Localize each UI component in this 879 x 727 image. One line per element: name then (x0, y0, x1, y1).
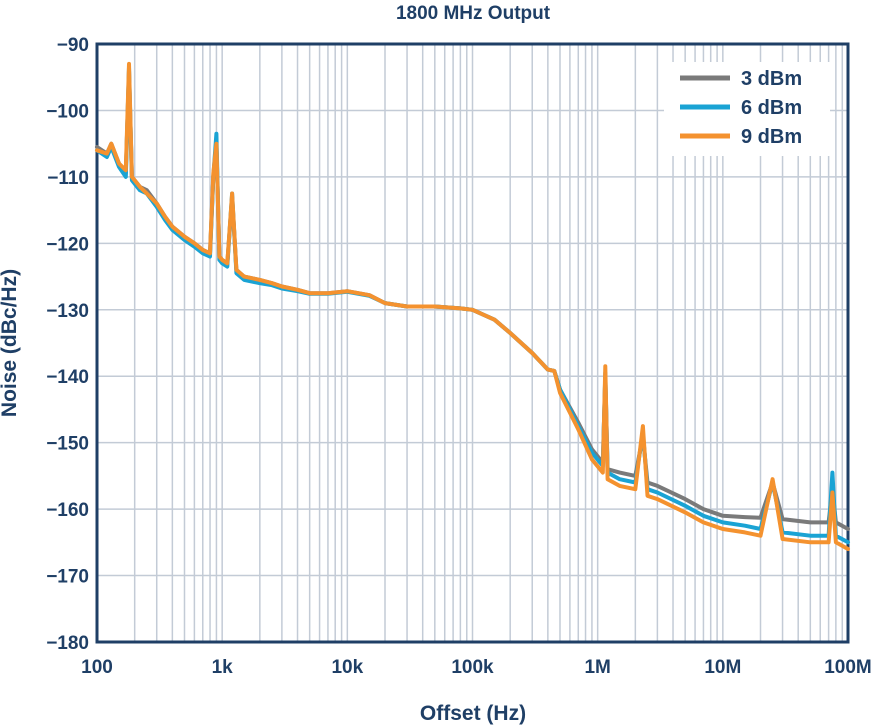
legend-label-2: 6 dBm (741, 97, 802, 119)
grid (97, 44, 848, 642)
x-tick-labels: 100 1k 10k 100k 1M 10M 100M (81, 657, 872, 678)
y-tick-label: −160 (46, 500, 89, 521)
x-tick-label: 100 (81, 657, 113, 678)
series-layer (95, 61, 850, 551)
x-tick-label: 1k (212, 657, 234, 678)
x-tick-label: 100k (451, 657, 494, 678)
y-tick-label: −180 (46, 633, 89, 654)
plot-frame (95, 42, 850, 644)
chart-title: 1800 MHz Output (396, 3, 551, 24)
x-axis-label: Offset (Hz) (420, 702, 526, 725)
legend-label-1: 3 dBm (741, 68, 802, 90)
y-axis-label: Noise (dBc/Hz) (0, 269, 21, 417)
x-tick-label: 10k (331, 657, 363, 678)
legend: 3 dBm 6 dBm 9 dBm (664, 62, 830, 156)
y-tick-label: −150 (46, 434, 89, 455)
x-tick-label: 10M (704, 657, 741, 678)
y-tick-label: −170 (46, 567, 89, 588)
legend-label-3: 9 dBm (741, 126, 802, 148)
y-tick-label: −140 (46, 367, 89, 388)
y-tick-labels: −90 −100 −110 −120 −130 −140 −150 −160 −170 −180 (46, 35, 89, 654)
y-tick-label: −90 (57, 35, 89, 56)
y-tick-label: −110 (47, 168, 89, 189)
series-line-3 (95, 61, 850, 551)
y-tick-label: −120 (46, 234, 89, 255)
y-tick-label: −100 (46, 101, 89, 122)
y-tick-label: −130 (46, 301, 89, 322)
x-tick-label: 100M (824, 657, 872, 678)
x-tick-label: 1M (584, 657, 610, 678)
